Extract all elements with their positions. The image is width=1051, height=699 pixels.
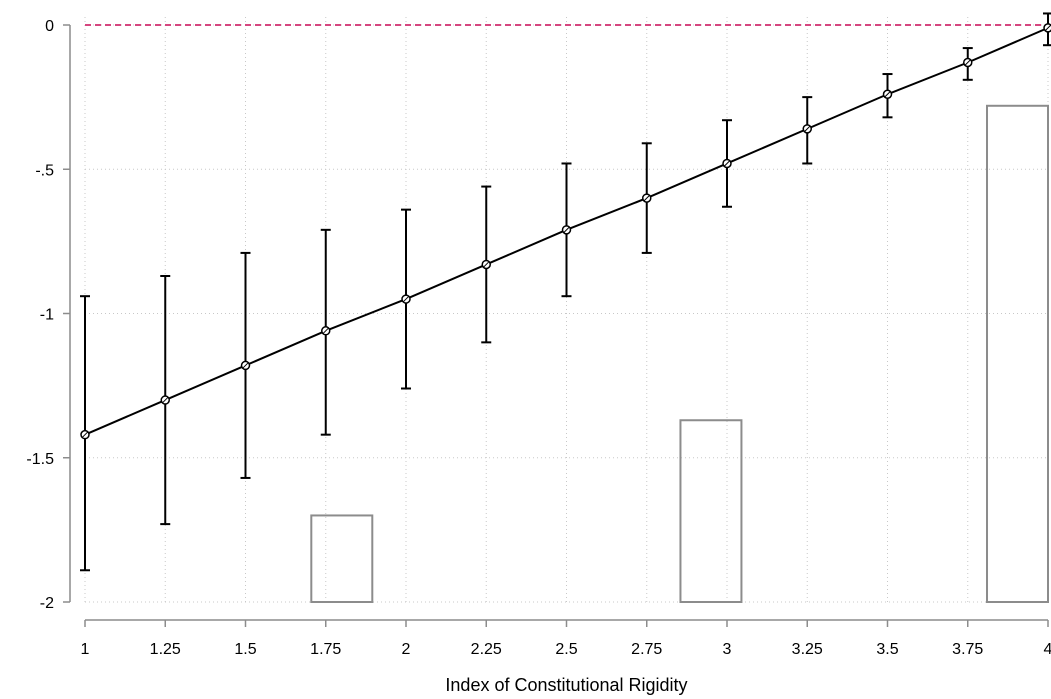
data-point-mark (643, 195, 650, 201)
x-tick-label: 2.75 (631, 641, 662, 658)
x-tick-label: 3 (723, 641, 732, 658)
data-point-mark (403, 296, 409, 302)
x-tick-label: 2 (402, 641, 411, 658)
x-axis-ticks: 1 1.25 1.5 1.75 2 2.25 2.5 2.75 3 3.25 3.5 3.75 4 (81, 620, 1051, 658)
data-point-mark (884, 91, 891, 98)
x-tick-label: 3.75 (952, 641, 983, 658)
data-point-mark (724, 160, 730, 167)
y-tick-label: -1 (40, 307, 54, 324)
data-point-mark (964, 59, 971, 66)
grid (84, 17, 1049, 603)
estimate-points (80, 23, 1051, 440)
histogram-bar (679, 419, 743, 603)
x-tick-label: 1.75 (310, 641, 341, 658)
histogram-bar (986, 104, 1050, 603)
x-axis-title: Index of Constitutional Rigidity (445, 675, 687, 695)
histogram-bar (310, 514, 374, 604)
axes (69, 25, 1048, 621)
y-tick-label: -.5 (35, 162, 54, 179)
data-point-mark (563, 226, 570, 233)
data-point-mark (82, 431, 88, 438)
x-tick-label: 1 (81, 641, 90, 658)
error-bars (80, 12, 1051, 572)
histogram-bars (310, 104, 1050, 604)
data-point-mark (242, 362, 249, 369)
data-point-mark (483, 261, 490, 268)
x-tick-label: 3.25 (792, 641, 823, 658)
x-tick-label: 1.5 (234, 641, 256, 658)
x-tick-label: 3.5 (876, 641, 898, 658)
x-tick-label: 2.25 (471, 641, 502, 658)
data-point-mark (162, 397, 169, 403)
data-point-mark (322, 327, 329, 334)
data-point-mark (804, 126, 811, 132)
x-tick-label: 4 (1044, 641, 1051, 658)
y-tick-label: -1.5 (26, 451, 54, 468)
x-tick-label: 1.25 (150, 641, 181, 658)
y-axis-ticks: 0 -.5 -1 -1.5 -2 (26, 18, 70, 612)
x-tick-label: 2.5 (555, 641, 577, 658)
data-point-mark (1045, 25, 1051, 31)
y-tick-label: -2 (40, 595, 54, 612)
y-tick-label: 0 (45, 18, 54, 35)
